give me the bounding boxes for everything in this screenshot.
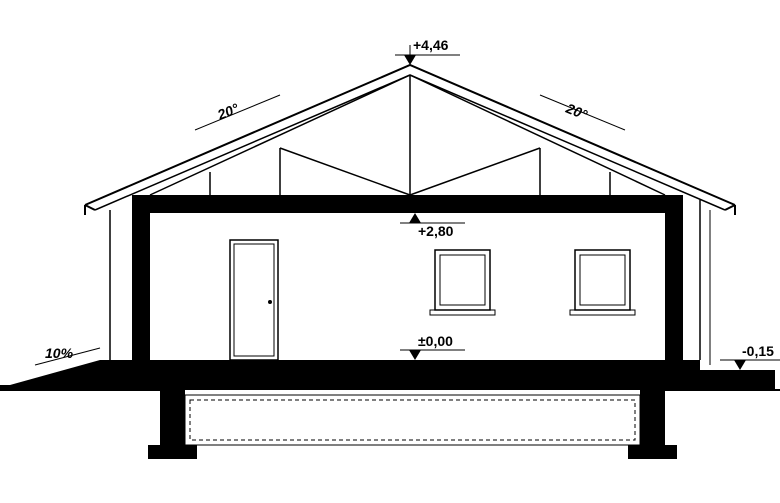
wall-right [665,195,683,370]
ridge-elevation-label: +4,46 [413,37,449,53]
window-2 [570,250,635,315]
section-drawing: +4,46 +2,80 ±0,00 -0,15 20° 20° 10% [0,0,780,503]
ground-right-elevation-label: -0,15 [742,343,774,359]
door [230,240,278,360]
roof-angle-left-label: 20° [214,100,241,123]
ceiling-elevation-label: +2,80 [418,223,454,239]
subfloor-area [185,395,640,445]
elevation-marker-ceiling: +2,80 [400,213,465,239]
window-1 [430,250,495,315]
wall-left [132,195,150,370]
roof-angle-right-label: 20° [563,100,590,123]
floor-slab [100,360,700,390]
elevation-marker-ground-right: -0,15 [720,343,780,370]
angle-line-left [195,95,280,130]
ground-right [683,370,775,390]
elevation-marker-ridge: +4,46 [395,37,460,65]
roof-truss [150,75,665,195]
angle-line-right [540,95,625,130]
ramp-left [10,360,150,390]
ceiling-slab [132,195,683,213]
elevation-marker-floor: ±0,00 [400,333,465,360]
floor-elevation-label: ±0,00 [418,333,453,349]
